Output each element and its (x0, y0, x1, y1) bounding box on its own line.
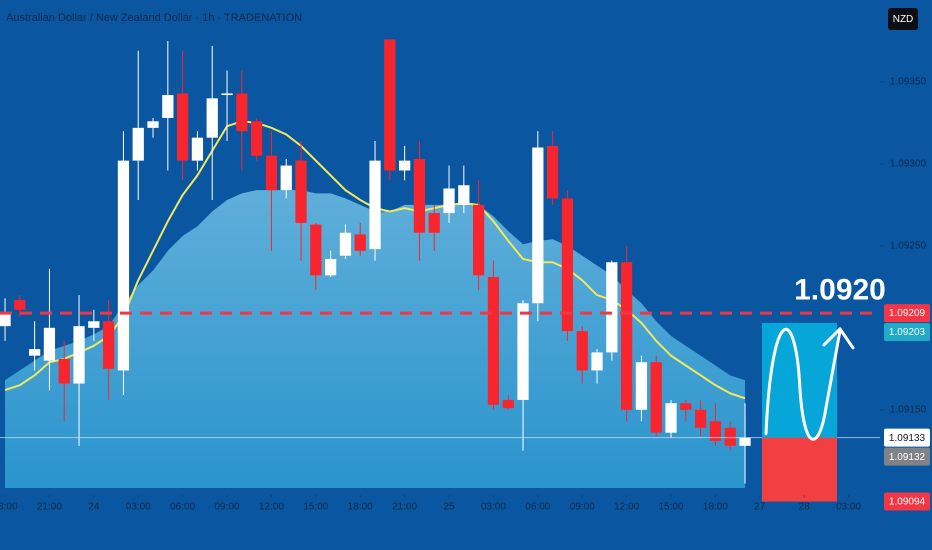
x-tick-label: 06:00 (170, 502, 195, 513)
price-label-box (884, 492, 930, 511)
x-tick-label: 09:00 (570, 502, 595, 513)
candle-body (428, 213, 440, 233)
x-tick-label: 28 (799, 502, 811, 513)
x-tick-label: 21:00 (392, 502, 417, 513)
y-tick-label: 1.09350 (890, 77, 927, 88)
candle-body (576, 331, 588, 371)
candle-body (191, 137, 204, 161)
price-label-box (884, 447, 930, 466)
candle-body (43, 327, 56, 361)
candle-body (310, 224, 322, 276)
x-tick-label: 15:00 (303, 502, 328, 513)
x-tick-label: 27 (754, 502, 766, 513)
candle-body (635, 362, 648, 410)
price-label-box (884, 323, 930, 342)
price-label: 1.09132 (889, 452, 926, 463)
candle-body (0, 313, 11, 327)
x-tick-label: 18:00 (348, 502, 373, 513)
target-label: 1.0920 (794, 274, 886, 307)
candle-body (354, 234, 366, 251)
candle-body (73, 326, 85, 384)
candle-body (384, 39, 396, 171)
candle-body (58, 358, 70, 384)
candle-body (532, 147, 544, 304)
candle-body (517, 303, 529, 400)
candle-body (162, 95, 174, 119)
candle-body (487, 277, 500, 405)
x-tick-label: 03:00 (481, 502, 506, 513)
candle-body (591, 352, 603, 371)
x-tick-label: 15:00 (659, 502, 684, 513)
candle-body (177, 93, 189, 161)
candle-body (221, 93, 233, 96)
stop-zone (762, 437, 837, 502)
price-label: 1.09133 (889, 433, 926, 444)
candle-body (236, 93, 248, 132)
candle-body (413, 158, 426, 233)
candle-body (280, 165, 292, 191)
x-tick-label: 03:00 (836, 502, 861, 513)
overlay: 1.0920 1.09150 1.09250 1.09300 1.09350 18:00 2… (0, 77, 930, 513)
price-label: 1.09094 (889, 497, 926, 508)
candle-body (665, 403, 677, 433)
x-tick-label: 25 (443, 502, 455, 513)
candle-body (339, 232, 352, 256)
projection-arrowhead (822, 327, 855, 350)
candle-body (251, 121, 263, 156)
candle-body (724, 427, 736, 446)
currency-badge-box[interactable] (888, 8, 918, 30)
candle-body (739, 437, 751, 446)
candle-body (29, 349, 41, 356)
candle-body (132, 127, 144, 161)
price-label: 1.09209 (889, 308, 926, 319)
candle-body (265, 155, 278, 191)
candle-body (650, 362, 662, 433)
candle-body (399, 160, 411, 171)
y-tick-label: 1.09150 (890, 404, 927, 415)
candle-body (621, 262, 633, 410)
candle-body (680, 403, 692, 410)
x-tick-label: 18:00 (0, 502, 18, 513)
price-label-box (884, 304, 930, 323)
candle-body (561, 198, 574, 332)
x-tick-label: 18:00 (703, 502, 728, 513)
candle-body (206, 98, 218, 138)
x-tick-label: 03:00 (126, 502, 151, 513)
x-tick-label: 12:00 (259, 502, 284, 513)
candle-body (369, 160, 381, 250)
candle-body (606, 262, 618, 353)
candle-body (695, 409, 707, 428)
y-tick-label: 1.09250 (890, 241, 927, 252)
candle-body (709, 421, 722, 441)
x-tick-label: 06:00 (525, 502, 550, 513)
candle-body (14, 299, 26, 310)
candle-body (88, 321, 100, 328)
currency-badge[interactable]: NZD (893, 14, 914, 25)
x-tick-label: 24 (88, 502, 100, 513)
candle-body (443, 188, 455, 214)
candle-body (502, 399, 514, 409)
x-tick-label: 21:00 (37, 502, 62, 513)
chart-title: Australian Dollar / New Zealand Dollar ·… (6, 12, 302, 24)
price-label-box (884, 428, 930, 447)
candle-body (295, 160, 307, 223)
candle-body (117, 160, 130, 371)
candle-body (458, 185, 470, 205)
plot-area (0, 39, 880, 488)
candle-body (147, 121, 159, 128)
price-label: 1.09203 (889, 327, 926, 338)
projection-curve (764, 327, 842, 441)
candle-body (325, 258, 337, 276)
y-tick-label: 1.09300 (890, 159, 927, 170)
candle-body (103, 321, 115, 369)
candle-body (473, 204, 485, 276)
candle-body (547, 145, 559, 199)
x-tick-label: 12:00 (614, 502, 639, 513)
x-tick-label: 09:00 (215, 502, 240, 513)
